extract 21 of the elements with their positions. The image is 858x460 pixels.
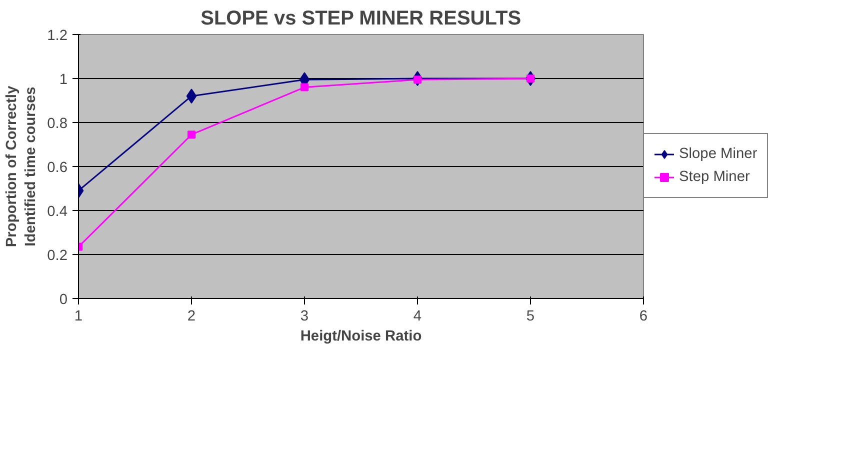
y-tick-label: 0.4	[47, 204, 68, 220]
point	[186, 88, 197, 104]
y-tick-label: 1.2	[47, 28, 68, 44]
y-tick-label: 1	[59, 72, 68, 88]
y-axis-title: Proportion of Correctly Identified time courses	[4, 85, 40, 248]
y-tick-label: 0.2	[47, 248, 68, 264]
x-tick-label: 1	[74, 308, 83, 324]
x-tick-label: 4	[413, 308, 422, 324]
x-tick-label: 3	[300, 308, 309, 324]
x-axis-title: Heigt/Noise Ratio	[300, 328, 422, 344]
x-tick-label: 5	[526, 308, 535, 324]
legend-label: Slope Miner	[679, 146, 758, 162]
legend-label: Step Miner	[679, 169, 750, 185]
chart-title: SLOPE vs STEP MINER RESULTS	[200, 8, 522, 30]
x-tick-label: 2	[187, 308, 196, 324]
x-tick-label: 6	[639, 308, 648, 324]
y-tick-label: 0	[59, 292, 68, 308]
y-tick-label: 0.6	[47, 160, 68, 176]
point	[188, 130, 196, 139]
y-tick-label: 0.8	[47, 116, 68, 132]
point	[300, 83, 308, 92]
